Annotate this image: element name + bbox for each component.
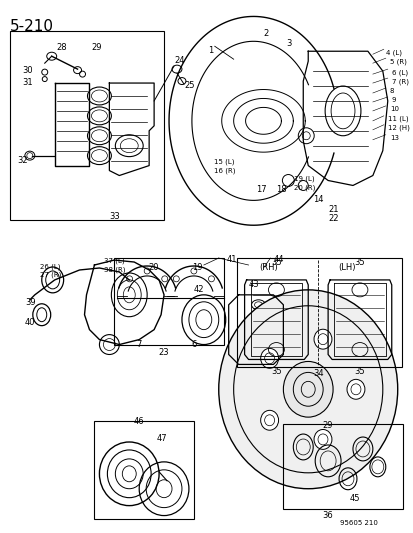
- Text: 20: 20: [149, 263, 159, 272]
- Text: 19: 19: [191, 263, 202, 272]
- Text: 31: 31: [22, 78, 33, 87]
- Text: 11 (L): 11 (L): [387, 116, 407, 123]
- Text: 34: 34: [312, 369, 323, 378]
- Text: 14: 14: [313, 196, 323, 205]
- Ellipse shape: [346, 379, 364, 399]
- Text: (LH): (LH): [337, 263, 355, 272]
- Text: 7: 7: [136, 340, 142, 349]
- Text: 27 (R): 27 (R): [40, 272, 61, 278]
- Text: 45: 45: [349, 494, 359, 503]
- Ellipse shape: [260, 349, 278, 368]
- Text: 29: 29: [322, 421, 332, 430]
- Text: 35: 35: [271, 258, 281, 267]
- Text: 5 (R): 5 (R): [389, 58, 406, 64]
- Text: 2: 2: [263, 29, 268, 38]
- Ellipse shape: [260, 410, 278, 430]
- Text: 40: 40: [25, 318, 35, 327]
- Text: 29: 29: [91, 43, 102, 52]
- Text: 19 (L): 19 (L): [294, 175, 314, 182]
- Text: 39: 39: [25, 298, 36, 307]
- Text: 6 (L): 6 (L): [391, 69, 407, 76]
- Text: 26 (L): 26 (L): [40, 263, 60, 270]
- Text: 32: 32: [17, 156, 27, 165]
- Text: 5-210: 5-210: [10, 19, 54, 35]
- Text: 10: 10: [389, 106, 398, 112]
- Text: 33: 33: [109, 212, 119, 221]
- Text: 47: 47: [157, 434, 167, 443]
- Text: 12 (H): 12 (H): [387, 125, 408, 131]
- Text: 37 (L): 37 (L): [104, 257, 125, 263]
- Bar: [94, 421, 193, 519]
- Text: 35: 35: [354, 258, 364, 267]
- Text: 28: 28: [56, 43, 67, 52]
- Bar: [236, 258, 401, 367]
- Text: 43: 43: [248, 280, 259, 289]
- Text: 24: 24: [173, 56, 184, 65]
- Text: 38 (R): 38 (R): [104, 266, 126, 272]
- Bar: [114, 258, 223, 344]
- Text: 6: 6: [191, 340, 196, 349]
- Ellipse shape: [218, 290, 397, 489]
- Text: 3: 3: [286, 39, 291, 49]
- Text: 15 (L): 15 (L): [213, 159, 234, 165]
- Text: 20 (R): 20 (R): [294, 184, 315, 191]
- Bar: [10, 31, 164, 220]
- Text: 21: 21: [328, 205, 338, 214]
- Text: 95605 210: 95605 210: [339, 520, 377, 526]
- Ellipse shape: [313, 329, 331, 349]
- Text: 1: 1: [208, 46, 213, 55]
- Text: 9: 9: [391, 97, 395, 103]
- Text: (RH): (RH): [259, 263, 278, 272]
- Bar: [282, 424, 402, 508]
- Text: 18: 18: [276, 185, 286, 195]
- Text: 7 (R): 7 (R): [391, 78, 408, 85]
- Text: 46: 46: [133, 417, 144, 426]
- Text: 44: 44: [273, 255, 283, 264]
- Text: 17: 17: [256, 185, 266, 195]
- Text: 8: 8: [389, 88, 393, 94]
- Text: 35: 35: [354, 367, 364, 376]
- Text: 25: 25: [183, 81, 194, 90]
- Ellipse shape: [313, 430, 331, 449]
- Text: 16 (R): 16 (R): [213, 167, 235, 174]
- Text: 22: 22: [328, 214, 338, 223]
- Text: 30: 30: [22, 66, 33, 75]
- Text: 35: 35: [271, 367, 281, 376]
- Ellipse shape: [282, 361, 332, 417]
- Text: 23: 23: [158, 348, 169, 357]
- Text: 41: 41: [226, 255, 236, 264]
- Text: 4 (L): 4 (L): [385, 49, 401, 56]
- Text: 42: 42: [193, 285, 204, 294]
- Text: 13: 13: [389, 135, 398, 141]
- Text: 36: 36: [322, 511, 333, 520]
